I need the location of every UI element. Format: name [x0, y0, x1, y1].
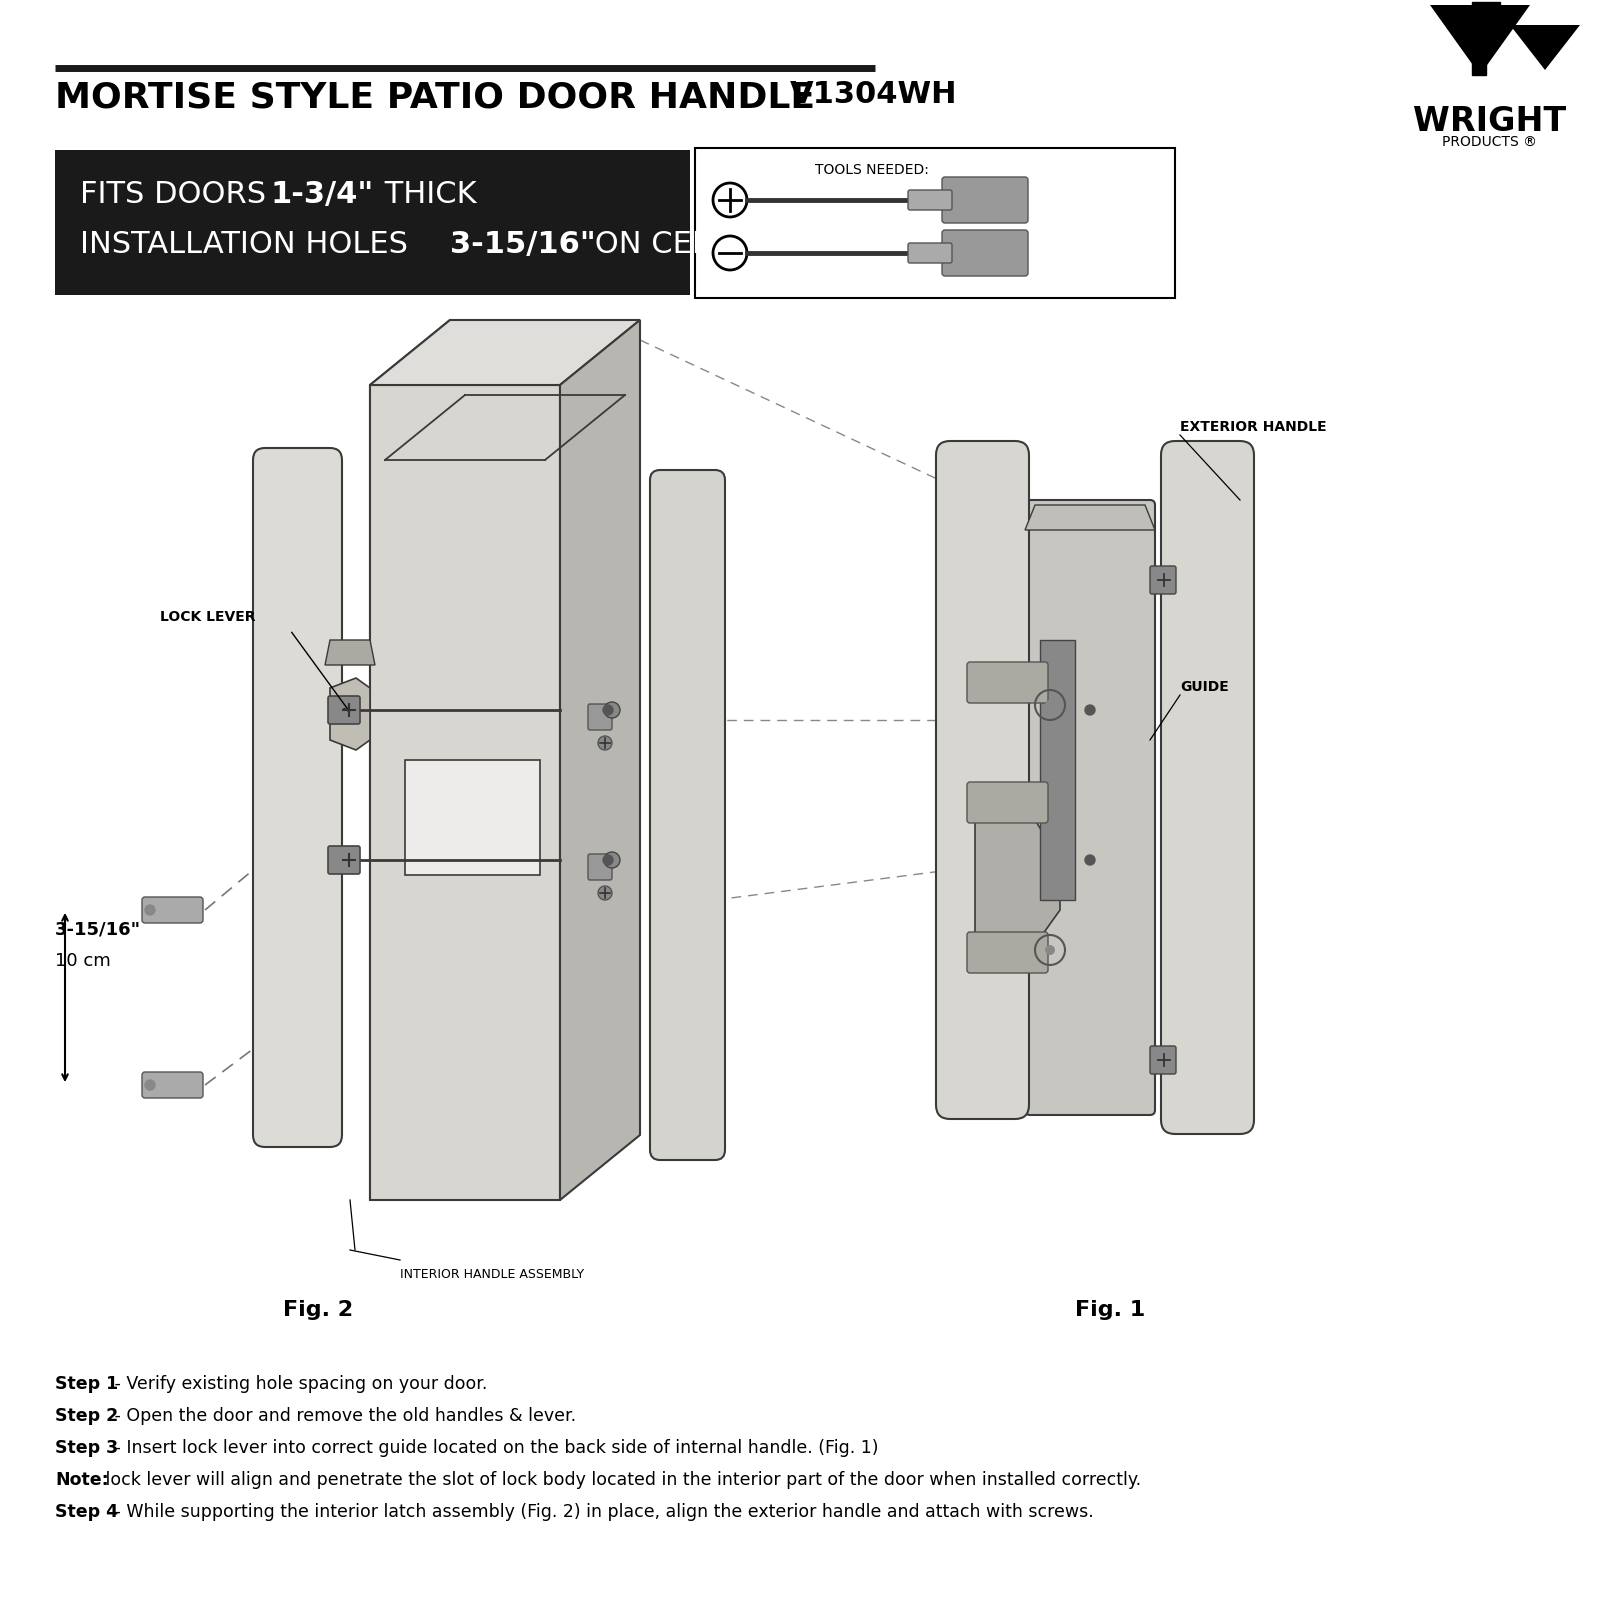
- Text: 10 cm: 10 cm: [54, 952, 110, 970]
- Text: V1304WH: V1304WH: [790, 80, 957, 109]
- Circle shape: [1085, 705, 1094, 714]
- Text: Step 4: Step 4: [54, 1504, 118, 1521]
- Polygon shape: [330, 678, 370, 749]
- FancyBboxPatch shape: [942, 177, 1027, 224]
- FancyBboxPatch shape: [1150, 566, 1176, 594]
- Text: ON CENTER: ON CENTER: [586, 230, 774, 259]
- FancyBboxPatch shape: [966, 781, 1048, 823]
- FancyBboxPatch shape: [328, 845, 360, 874]
- Polygon shape: [370, 320, 640, 385]
- Circle shape: [603, 705, 613, 714]
- Polygon shape: [1026, 505, 1155, 531]
- FancyBboxPatch shape: [328, 697, 360, 724]
- Polygon shape: [370, 385, 560, 1200]
- FancyBboxPatch shape: [936, 441, 1029, 1119]
- FancyBboxPatch shape: [909, 190, 952, 209]
- Text: lock lever will align and penetrate the slot of lock body located in the interio: lock lever will align and penetrate the …: [99, 1472, 1141, 1489]
- Text: 1-3/4": 1-3/4": [270, 181, 373, 209]
- Text: - Open the door and remove the old handles & lever.: - Open the door and remove the old handl…: [109, 1406, 576, 1425]
- FancyBboxPatch shape: [966, 662, 1048, 703]
- Circle shape: [146, 1080, 155, 1090]
- Text: TOOLS NEEDED:: TOOLS NEEDED:: [814, 163, 930, 177]
- Polygon shape: [1430, 5, 1530, 75]
- Text: MORTISE STYLE PATIO DOOR HANDLE: MORTISE STYLE PATIO DOOR HANDLE: [54, 80, 814, 113]
- Text: Fig. 2: Fig. 2: [283, 1301, 354, 1320]
- Text: FITS DOORS: FITS DOORS: [80, 181, 275, 209]
- Bar: [54, 150, 690, 296]
- Text: 3-15/16": 3-15/16": [450, 230, 595, 259]
- Text: LOCK LEVER: LOCK LEVER: [160, 610, 256, 623]
- FancyBboxPatch shape: [1150, 1047, 1176, 1074]
- Circle shape: [1045, 944, 1054, 956]
- Text: Step 1: Step 1: [54, 1374, 118, 1393]
- Circle shape: [605, 852, 621, 868]
- FancyBboxPatch shape: [253, 447, 342, 1147]
- Polygon shape: [974, 820, 1059, 944]
- FancyBboxPatch shape: [142, 896, 203, 924]
- Text: Step 2: Step 2: [54, 1406, 118, 1425]
- Text: GUIDE: GUIDE: [1181, 681, 1229, 694]
- Circle shape: [1045, 700, 1054, 710]
- Polygon shape: [1510, 26, 1581, 70]
- Text: Note:: Note:: [54, 1472, 109, 1489]
- Text: EXTERIOR HANDLE: EXTERIOR HANDLE: [1181, 420, 1326, 435]
- Circle shape: [605, 702, 621, 718]
- Circle shape: [598, 885, 611, 900]
- FancyBboxPatch shape: [966, 932, 1048, 973]
- Text: - Verify existing hole spacing on your door.: - Verify existing hole spacing on your d…: [109, 1374, 488, 1393]
- Text: INTERIOR HANDLE ASSEMBLY: INTERIOR HANDLE ASSEMBLY: [400, 1267, 584, 1282]
- Bar: [1040, 641, 1075, 900]
- FancyBboxPatch shape: [1026, 500, 1155, 1115]
- FancyBboxPatch shape: [942, 230, 1027, 276]
- Polygon shape: [325, 641, 374, 665]
- FancyBboxPatch shape: [650, 470, 725, 1160]
- Circle shape: [146, 904, 155, 916]
- FancyBboxPatch shape: [589, 705, 611, 730]
- Text: PRODUCTS ®: PRODUCTS ®: [1443, 134, 1538, 149]
- FancyBboxPatch shape: [909, 243, 952, 264]
- Circle shape: [1085, 855, 1094, 865]
- Circle shape: [603, 855, 613, 865]
- Bar: [1472, 50, 1486, 75]
- FancyBboxPatch shape: [1162, 441, 1254, 1135]
- Text: - While supporting the interior latch assembly (Fig. 2) in place, align the exte: - While supporting the interior latch as…: [109, 1504, 1094, 1521]
- Text: THICK: THICK: [374, 181, 477, 209]
- Text: 3-15/16": 3-15/16": [54, 920, 141, 938]
- FancyBboxPatch shape: [142, 1072, 203, 1098]
- Polygon shape: [370, 320, 450, 1200]
- Text: Fig. 1: Fig. 1: [1075, 1301, 1146, 1320]
- Polygon shape: [405, 761, 541, 876]
- Polygon shape: [560, 320, 640, 1200]
- FancyBboxPatch shape: [589, 853, 611, 880]
- Text: Step 3: Step 3: [54, 1440, 118, 1457]
- Text: INSTALLATION HOLES: INSTALLATION HOLES: [80, 230, 418, 259]
- Bar: [1472, 2, 1501, 27]
- Text: - Insert lock lever into correct guide located on the back side of internal hand: - Insert lock lever into correct guide l…: [109, 1440, 878, 1457]
- Circle shape: [598, 737, 611, 749]
- Text: WRIGHT: WRIGHT: [1413, 105, 1566, 137]
- Bar: [694, 149, 1174, 297]
